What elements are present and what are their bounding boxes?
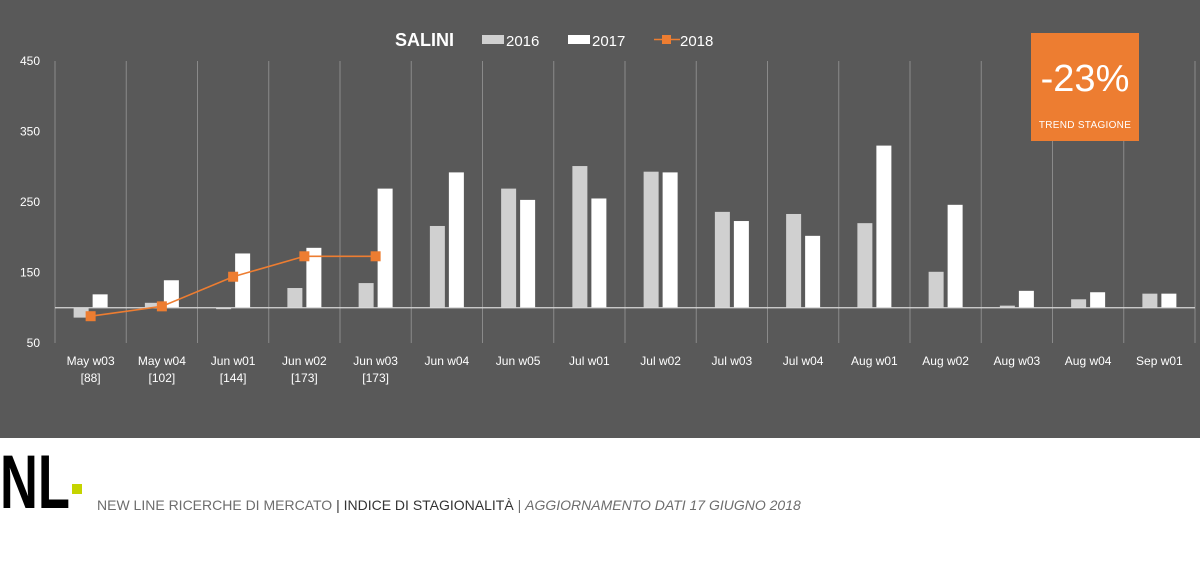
bar-2017 — [733, 221, 749, 308]
legend-label-2018: 2018 — [680, 33, 713, 50]
bar-2017 — [1161, 293, 1177, 308]
logo-letters: NL — [0, 446, 70, 512]
bar-2017 — [520, 199, 536, 308]
trend-badge: -23% TREND STAGIONE — [1031, 33, 1139, 141]
x-tick-label: Sep w01 — [1136, 354, 1183, 368]
x-tick-label: Jun w02 — [282, 354, 327, 368]
legend-swatch-2016 — [482, 35, 504, 44]
chart-panel: 50 150 250 350 450 May w03 [88] May w04 [102] Jun… — [0, 0, 1200, 438]
point-2018 — [156, 301, 167, 312]
point-2018 — [228, 271, 239, 282]
bar-2016 — [501, 188, 517, 308]
bar-2016 — [572, 166, 588, 308]
trend-label: TREND STAGIONE — [1038, 120, 1132, 131]
logo-square — [72, 484, 82, 494]
x-tick-label: Jul w02 — [640, 354, 681, 368]
bar-2016 — [1142, 293, 1158, 308]
bar-2017 — [377, 188, 393, 308]
bar-2017 — [306, 247, 322, 308]
x-tick-label: Jul w01 — [569, 354, 610, 368]
bar-2017 — [1090, 292, 1106, 308]
bar-2017 — [876, 145, 892, 308]
bar-2016 — [216, 307, 232, 310]
bar-2016 — [714, 211, 730, 308]
bar-2017 — [235, 253, 251, 308]
y-tick-label: 450 — [20, 54, 40, 68]
x-tick-label: Jun w03 — [353, 354, 398, 368]
x-tick-label: Jun w01 — [211, 354, 256, 368]
footer: NEW LINE RICERCHE DI MERCATO | INDICE DI… — [97, 497, 801, 513]
chart-svg: 50 150 250 350 450 May w03 [88] May w04 [102] Jun… — [20, 30, 1196, 385]
y-tick-label: 350 — [20, 125, 40, 139]
bar-2017 — [662, 172, 678, 308]
y-tick-label: 150 — [20, 266, 40, 280]
bar-2016 — [144, 302, 160, 308]
x-tick-label: May w04 — [138, 354, 186, 368]
point-2018 — [85, 311, 96, 322]
x-tick-label: Jun w04 — [425, 354, 470, 368]
footer-separator-2: | — [517, 497, 522, 513]
bar-2017 — [805, 235, 821, 308]
x-tick-label: Jul w04 — [783, 354, 824, 368]
company-logo: NL — [0, 446, 82, 512]
bar-2016 — [928, 271, 944, 308]
x-tick-label: May w03 — [67, 354, 115, 368]
point-2018 — [299, 251, 310, 262]
legend-marker-2018 — [662, 35, 671, 44]
x-tick-label: Aug w01 — [851, 354, 898, 368]
x-tick-label: Jun w05 — [496, 354, 541, 368]
bar-2017 — [947, 204, 963, 308]
bar-2016 — [999, 305, 1015, 308]
y-tick-label: 250 — [20, 195, 40, 209]
bar-2016 — [1071, 299, 1087, 308]
legend-swatch-2017 — [568, 35, 590, 44]
bar-2016 — [429, 225, 445, 308]
bar-2017 — [92, 294, 108, 308]
x-tick-label: Aug w04 — [1065, 354, 1112, 368]
x-tick-sublabel: [102] — [149, 371, 176, 385]
bar-2016 — [643, 171, 659, 308]
footer-company: NEW LINE RICERCHE DI MERCATO — [97, 497, 333, 513]
point-2018 — [370, 251, 381, 262]
x-tick-sublabel: [173] — [291, 371, 318, 385]
bar-2016 — [358, 283, 374, 308]
bar-2016 — [73, 307, 89, 318]
bar-2016 — [857, 223, 873, 308]
x-tick-label: Jul w03 — [712, 354, 753, 368]
legend-label-2017: 2017 — [592, 33, 625, 50]
footer-update: AGGIORNAMENTO DATI 17 GIUGNO 2018 — [525, 497, 801, 513]
bar-2017 — [591, 198, 607, 308]
bar-2016 — [786, 213, 802, 308]
legend-label-2016: 2016 — [506, 33, 539, 50]
y-tick-label: 50 — [27, 336, 41, 350]
bar-2016 — [287, 288, 303, 308]
x-tick-sublabel: [88] — [81, 371, 101, 385]
bar-2017 — [1018, 290, 1034, 308]
chart-title: SALINI — [395, 30, 454, 50]
x-tick-sublabel: [144] — [220, 371, 247, 385]
footer-report: INDICE DI STAGIONALITÀ — [343, 497, 514, 513]
footer-separator-1: | — [336, 497, 340, 513]
bar-2017 — [448, 172, 464, 308]
x-tick-label: Aug w02 — [922, 354, 969, 368]
trend-value: -23% — [1040, 58, 1130, 100]
x-tick-label: Aug w03 — [994, 354, 1041, 368]
x-tick-sublabel: [173] — [362, 371, 389, 385]
